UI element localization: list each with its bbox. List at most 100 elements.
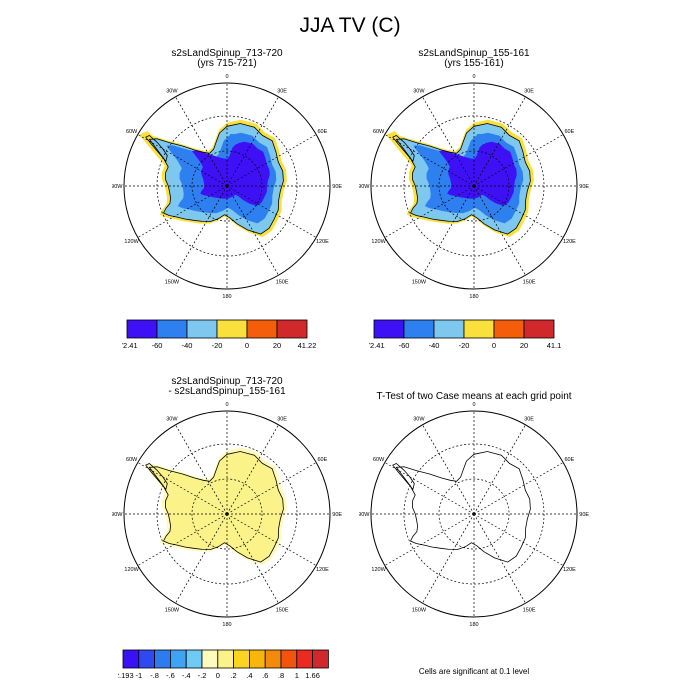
panel2-title: s2sLandSpinup_155-161 (yrs 155-161) [374, 49, 574, 69]
lon-label: 90W [359, 184, 370, 190]
meridian-line [226, 424, 279, 515]
latitude-circle [403, 115, 545, 257]
lon-label: 150W [165, 607, 180, 613]
meridian-line [473, 185, 526, 276]
meridian-line [175, 185, 228, 276]
field-fill [144, 447, 287, 565]
latitude-circle [438, 478, 510, 550]
map-content: 0 30E 60E 90E 120E 150E 180 150W 120W 90W 60W 30W [112, 74, 342, 300]
colorbar-label: -40 [182, 341, 193, 350]
lon-label: 30W [166, 417, 178, 423]
lon-label: 60W [373, 457, 385, 463]
lon-label: 180 [222, 294, 231, 300]
field-fill [139, 119, 287, 237]
meridian-line [226, 513, 279, 604]
field-fill [386, 119, 534, 237]
peninsula-coastline [392, 135, 415, 163]
meridian-line [422, 185, 475, 276]
meridian-line [137, 185, 228, 238]
colorbar-label: -.6 [166, 671, 175, 680]
lon-label: 120W [371, 239, 386, 245]
colorbar-box [403, 319, 435, 339]
colorbar-label: -.4 [182, 671, 191, 680]
coastline [395, 123, 531, 235]
figure-title: JJA TV (C) [299, 14, 401, 37]
colorbar-label: .4 [246, 671, 252, 680]
significance-note: Cells are significant at 0.1 level [418, 667, 530, 676]
colorbar-label: -40 [429, 341, 440, 350]
meridian-line [473, 513, 564, 566]
lon-label: 150E [276, 607, 289, 613]
meridian-line [473, 513, 526, 604]
colorbar-box [185, 649, 203, 669]
latitude-circle [156, 443, 298, 585]
colorbar-label: -.2 [198, 671, 207, 680]
colorbar-box [312, 649, 329, 669]
map-panel-3: 0 30E 60E 90E 120E 150E 180 150W 120W 90W 60W 30W [112, 402, 342, 628]
colorbar-box [122, 649, 140, 669]
panel3-title-line2: - s2sLandSpinup_155-161 [168, 386, 286, 397]
lon-label: 120E [316, 239, 329, 245]
meridian-line [473, 185, 564, 238]
meridian-line [473, 96, 526, 187]
lon-label: 90E [332, 512, 342, 518]
lon-label: 120E [316, 567, 329, 573]
colorbar-box [276, 319, 308, 339]
colorbar-label: 0 [492, 341, 496, 350]
colorbar-label: 41.1 [547, 341, 562, 350]
fill-patch [477, 134, 485, 144]
meridian-line [137, 134, 228, 187]
lon-label: 180 [469, 622, 478, 628]
coastline [395, 451, 531, 563]
meridian-line [473, 462, 564, 515]
map-panel-2: 0 30E 60E 90E 120E 150E 180 150W 120W 90W 60W 30W [359, 74, 589, 300]
lon-label: 90W [112, 184, 123, 190]
meridian-line [422, 96, 475, 187]
meridian-line [137, 513, 228, 566]
panel3-title: s2sLandSpinup_713-720 - s2sLandSpinup_15… [127, 377, 327, 397]
meridian-line [384, 513, 475, 566]
lon-label: 60E [565, 129, 575, 135]
graticule [371, 411, 577, 617]
colorbar-label: -2.193 [118, 671, 134, 680]
meridian-line [175, 513, 228, 604]
lon-label: 150E [523, 279, 536, 285]
map-border [370, 410, 578, 618]
colorbar-label: 0 [216, 671, 220, 680]
map-content: 0 30E 60E 90E 120E 150E 180 150W 120W 90W 60W 30W [359, 74, 589, 300]
colorbar-box [186, 319, 218, 339]
lon-label: 120W [371, 567, 386, 573]
meridian-line [226, 185, 317, 238]
panel1-title-line1: s2sLandSpinup_713-720 [171, 48, 283, 59]
meridian-line [473, 424, 526, 515]
colorbar-box [201, 649, 219, 669]
meridian-line [422, 513, 475, 604]
colorbar-box [126, 319, 158, 339]
colorbar-box [233, 649, 250, 669]
meridian-line [384, 462, 475, 515]
meridian-line [226, 462, 317, 515]
colorbar-panel-3: -2.193-1 -.8 -.6 -.4 -.2 0 .2 .4 .6 .8 1 1.66 [118, 649, 329, 680]
colorbar-box [156, 319, 188, 339]
lon-label: 0 [472, 402, 475, 408]
latitude-circle [156, 115, 298, 257]
colorbar-label: .6 [262, 671, 268, 680]
lon-label: 180 [469, 294, 478, 300]
latitude-circle [191, 150, 263, 222]
map-content: 0 30E 60E 90E 120E 150E 180 150W 120W 90W 60W 30W [359, 402, 589, 628]
colorbar-label: -60 [152, 341, 163, 350]
colorbar-label: -20 [212, 341, 223, 350]
lon-label: 120W [124, 567, 139, 573]
meridian-line [175, 96, 228, 187]
colorbar-label: -.8 [150, 671, 159, 680]
colorbar-box [138, 649, 155, 669]
panel1-title: s2sLandSpinup_713-720 (yrs 715-721) [127, 49, 327, 69]
peninsula-coastline [392, 463, 415, 491]
meridian-line [226, 185, 279, 276]
meridian-line [226, 513, 317, 566]
meridian-line [175, 424, 228, 515]
latitude-circle [403, 443, 545, 585]
colorbar-label: 1.66 [305, 671, 320, 680]
map-panel-1: 0 30E 60E 90E 120E 150E 180 150W 120W 90W 60W 30W [112, 74, 342, 300]
panel2-title-line1: s2sLandSpinup_155-161 [418, 48, 530, 59]
